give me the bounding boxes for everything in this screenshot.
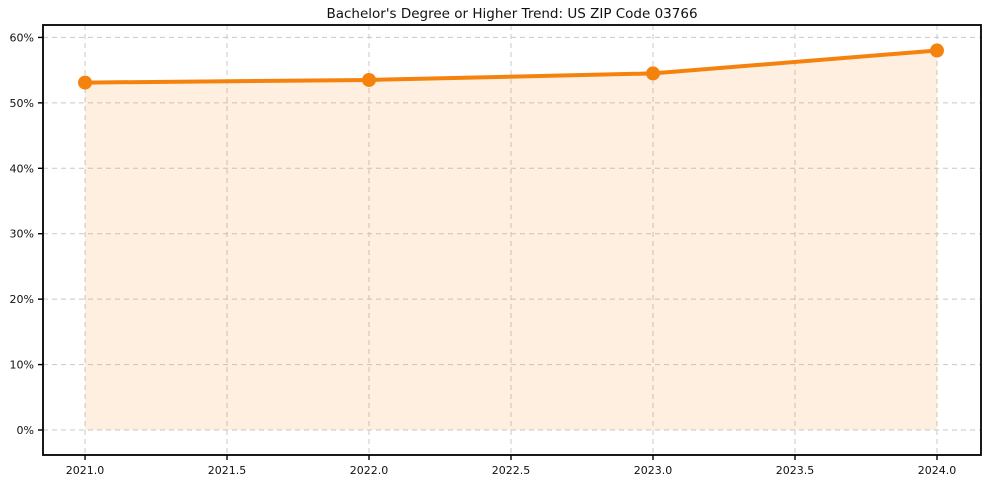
y-tick-label: 30% — [10, 228, 34, 241]
y-tick-label: 60% — [10, 31, 34, 44]
data-point-marker — [362, 72, 377, 87]
marker-layer — [78, 43, 944, 90]
tick-layer — [38, 36, 938, 460]
axes-frame-layer — [42, 24, 982, 456]
y-tick-label: 0% — [17, 424, 34, 437]
y-tick-label: 20% — [10, 293, 34, 306]
axes-frame — [42, 24, 982, 456]
x-tick-label: 2022.0 — [350, 464, 389, 477]
x-tick-label: 2021.5 — [208, 464, 247, 477]
x-tick-label: 2022.5 — [492, 464, 531, 477]
area-fill — [85, 50, 937, 431]
x-tick-label: 2024.0 — [918, 464, 957, 477]
grid-layer — [43, 25, 981, 455]
data-point-marker — [78, 75, 93, 90]
chart-title: Bachelor's Degree or Higher Trend: US ZI… — [326, 6, 697, 22]
y-tick-label: 10% — [10, 359, 34, 372]
x-tick-label: 2021.0 — [66, 464, 105, 477]
data-point-marker — [929, 43, 944, 58]
tick-label-layer: 2021.0 2021.5 2022.0 2022.5 2023.0 2023.5 2024… — [10, 31, 957, 477]
data-point-marker — [645, 66, 660, 81]
y-tick-label: 40% — [10, 162, 34, 175]
trend-line — [83, 48, 939, 85]
x-tick-label: 2023.0 — [634, 464, 673, 477]
x-tick-label: 2023.5 — [776, 464, 815, 477]
area-fill-layer — [85, 50, 937, 431]
line-layer — [83, 48, 939, 85]
y-tick-label: 50% — [10, 97, 34, 110]
